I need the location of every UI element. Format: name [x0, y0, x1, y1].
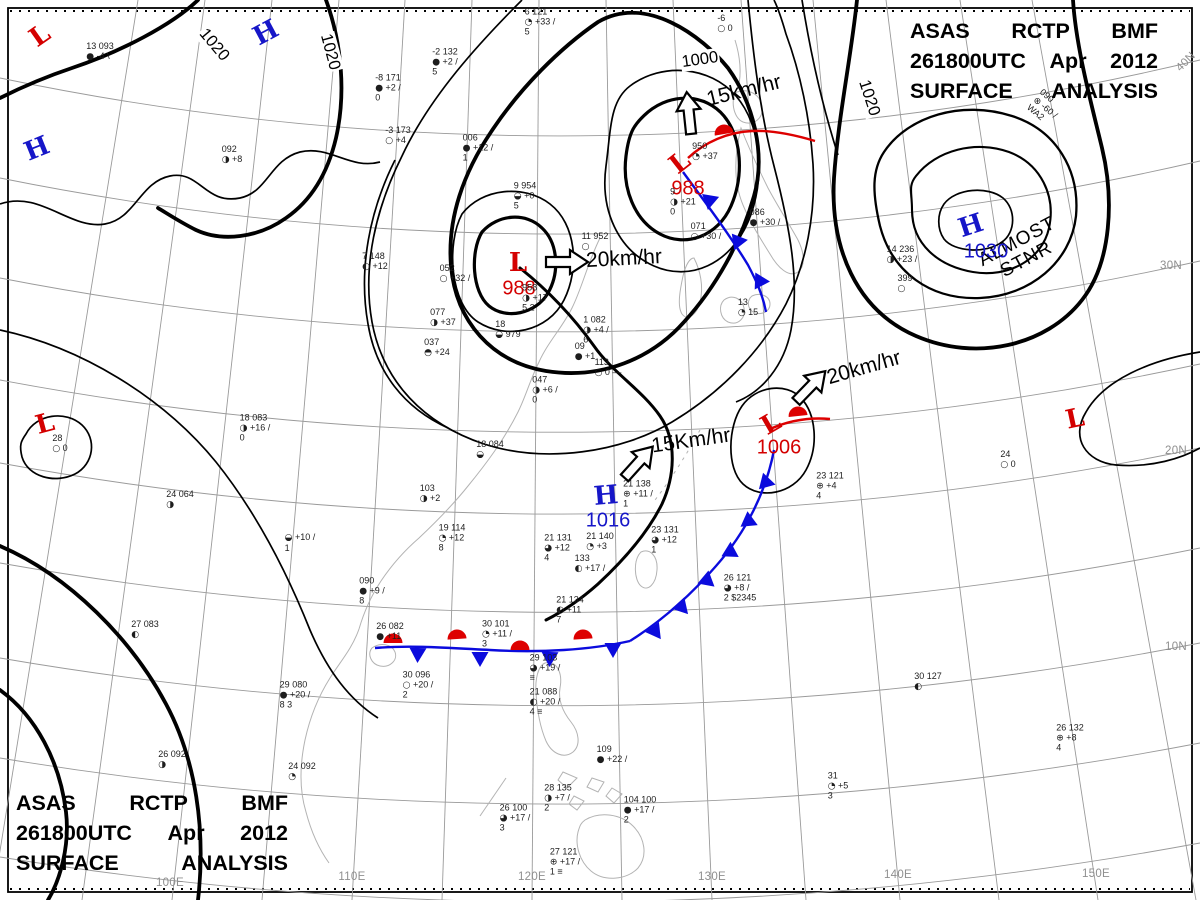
- warm-front-line: [687, 129, 816, 159]
- movement-arrow-icon: [619, 445, 655, 483]
- warm-front-semicircle: [788, 406, 808, 417]
- title-line-1: ASAS RCTP BMF: [910, 16, 1158, 46]
- stationary-front-line: [374, 639, 631, 653]
- title-word: SURFACE: [16, 851, 119, 875]
- cold-front-triangle: [409, 647, 427, 663]
- title-word: 2012: [240, 821, 288, 845]
- warm-front-semicircle: [383, 633, 403, 643]
- title-word: 261800UTC: [910, 49, 1026, 73]
- title-word: Apr: [1049, 49, 1087, 73]
- warm-front-line: [769, 417, 831, 431]
- title-line-3: SURFACE ANALYSIS: [16, 848, 288, 878]
- coastlines: [300, 39, 804, 879]
- title-line-3: SURFACE ANALYSIS: [910, 76, 1158, 106]
- title-word: BMF: [1111, 19, 1158, 43]
- title-line-2: 261800UTC Apr 2012: [16, 818, 288, 848]
- cold-front-triangle: [758, 472, 776, 490]
- cold-front-triangle: [740, 511, 758, 527]
- title-word: Apr: [167, 821, 205, 845]
- title-word: RCTP: [129, 791, 188, 815]
- warm-front-semicircle: [714, 124, 734, 136]
- cold-front-triangle: [604, 643, 622, 658]
- cold-front-triangle: [471, 652, 489, 667]
- title-word: BMF: [241, 791, 288, 815]
- cold-front-triangle: [754, 272, 770, 290]
- title-word: ANALYSIS: [181, 851, 288, 875]
- title-block-top-right: ASAS RCTP BMF 261800UTC Apr 2012 SURFACE ANALYS…: [910, 16, 1158, 106]
- movement-arrows-layer: [544, 90, 827, 483]
- title-word: 261800UTC: [16, 821, 132, 845]
- title-line-1: ASAS RCTP BMF: [16, 788, 288, 818]
- cold-front-triangle: [731, 233, 748, 251]
- cold-front-triangle: [702, 194, 720, 210]
- warm-front-semicircle: [573, 629, 593, 640]
- movement-arrow-icon: [790, 369, 827, 407]
- title-line-2: 261800UTC Apr 2012: [910, 46, 1158, 76]
- cold-front-triangle: [671, 597, 689, 615]
- movement-arrow-icon: [674, 90, 703, 136]
- cold-front-triangle: [541, 651, 559, 667]
- isobars-thick: [0, 0, 1111, 900]
- title-word: ASAS: [16, 791, 76, 815]
- title-word: SURFACE: [910, 79, 1013, 103]
- title-block-bottom-left: ASAS RCTP BMF 261800UTC Apr 2012 SURFACE ANALYS…: [16, 788, 288, 878]
- title-word: RCTP: [1011, 19, 1070, 43]
- cold-front-triangle: [645, 622, 661, 640]
- title-word: ANALYSIS: [1051, 79, 1158, 103]
- isobars-medium: [518, 266, 674, 622]
- title-word: ASAS: [910, 19, 970, 43]
- cold-front-triangle: [721, 541, 739, 557]
- title-word: 2012: [1110, 49, 1158, 73]
- fronts-layer: [374, 124, 831, 667]
- cold-front-triangle: [697, 570, 715, 587]
- warm-front-semicircle: [447, 629, 467, 640]
- movement-arrow-icon: [544, 247, 590, 277]
- cold-front-line: [682, 171, 768, 313]
- warm-front-semicircle: [510, 640, 530, 650]
- isobars-thin: [0, 0, 1200, 719]
- cold-front-line: [629, 449, 776, 643]
